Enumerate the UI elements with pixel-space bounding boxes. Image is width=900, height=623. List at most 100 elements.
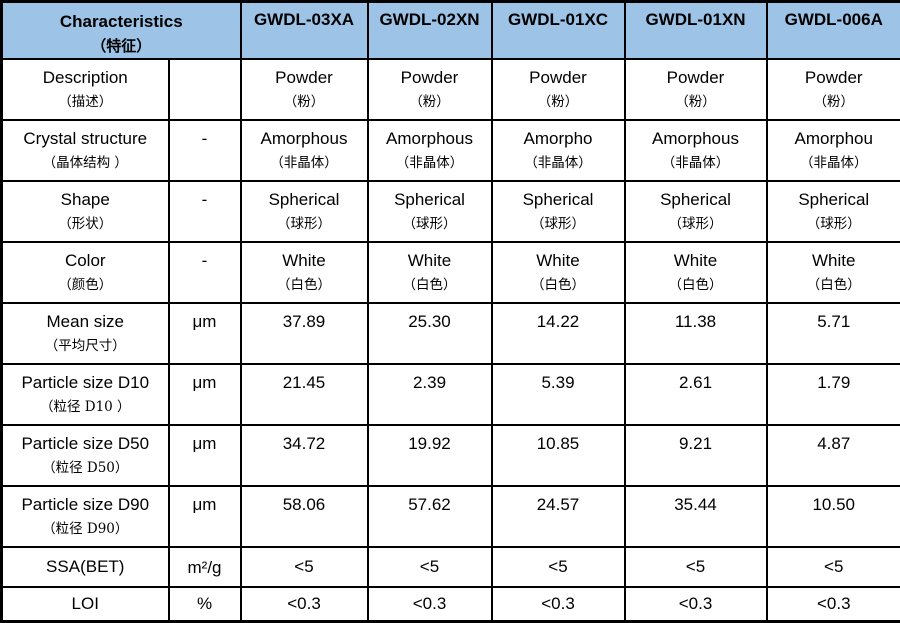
value-cell: 57.62: [368, 486, 492, 547]
row-label-cell: Particle size D10 （粒径 D10 ）: [2, 364, 169, 425]
value-cell: <0.3: [767, 587, 900, 621]
characteristics-header-cell: Characteristics （特征）: [2, 2, 241, 60]
value-cell: 9.21: [625, 425, 767, 486]
table-row-loi: LOI % <0.3 <0.3 <0.3 <0.3 <0.3: [2, 587, 900, 621]
value-cell: Amorphous （非晶体）: [368, 120, 492, 181]
value-text-cn: （球形）: [495, 213, 622, 236]
unit-cell: -: [169, 181, 241, 242]
value-cell: Amorphous （非晶体）: [241, 120, 368, 181]
product-header-gwdl-01xc: GWDL-01XC: [492, 2, 625, 60]
unit-cell: μm: [169, 425, 241, 486]
row-label: Mean size: [5, 308, 166, 335]
value-cell: <0.3: [492, 587, 625, 621]
table-row-description: Description （描述） Powder （粉） Powder （粉） P…: [2, 59, 900, 120]
value-cell: 25.30: [368, 303, 492, 364]
characteristics-label: Characteristics: [5, 10, 238, 34]
value-cell: 21.45: [241, 364, 368, 425]
value-text: Spherical: [495, 186, 622, 213]
header-row: Characteristics （特征） GWDL-03XA GWDL-02XN…: [2, 2, 900, 60]
value-cell: Spherical （球形）: [492, 181, 625, 242]
value-cell: 35.44: [625, 486, 767, 547]
value-cell: Amorphous （非晶体）: [625, 120, 767, 181]
value-text-cn: （粉）: [244, 91, 365, 114]
unit-cell: -: [169, 242, 241, 303]
characteristics-label-cn: （特征）: [5, 34, 238, 58]
value-cell: 2.39: [368, 364, 492, 425]
value-cell: Powder （粉）: [625, 59, 767, 120]
value-cell: Amorphou （非晶体）: [767, 120, 900, 181]
value-cell: <0.3: [625, 587, 767, 621]
value-cell: 58.06: [241, 486, 368, 547]
row-label-cn: （粒径 D50）: [5, 457, 166, 480]
value-text: White: [371, 247, 489, 274]
table-row-color: Color （颜色） - White （白色） White （白色） White…: [2, 242, 900, 303]
row-label-cell: Particle size D50 （粒径 D50）: [2, 425, 169, 486]
value-cell: 10.50: [767, 486, 900, 547]
value-text: Amorphous: [371, 125, 489, 152]
value-cell: 37.89: [241, 303, 368, 364]
row-label-cn: （形状）: [5, 213, 166, 236]
row-label-cell: Particle size D90 （粒径 D90）: [2, 486, 169, 547]
value-cell: White （白色）: [767, 242, 900, 303]
unit-cell: [169, 59, 241, 120]
value-text: White: [628, 247, 764, 274]
value-cell: <5: [625, 547, 767, 587]
value-cell: <5: [492, 547, 625, 587]
value-text: Amorphous: [244, 125, 365, 152]
value-cell: <5: [368, 547, 492, 587]
row-label-cell: Crystal structure （晶体结构 ）: [2, 120, 169, 181]
row-label: Shape: [5, 186, 166, 213]
value-text-cn: （白色）: [371, 274, 489, 297]
row-label: Description: [5, 64, 166, 91]
value-text-cn: （白色）: [770, 274, 899, 297]
value-cell: Powder （粉）: [767, 59, 900, 120]
product-header-gwdl-02xn: GWDL-02XN: [368, 2, 492, 60]
value-cell: 14.22: [492, 303, 625, 364]
value-cell: Amorpho （非晶体）: [492, 120, 625, 181]
value-cell: White （白色）: [368, 242, 492, 303]
value-text: White: [244, 247, 365, 274]
unit-cell: μm: [169, 303, 241, 364]
value-text: White: [495, 247, 622, 274]
value-cell: <0.3: [241, 587, 368, 621]
row-label-cell: Shape （形状）: [2, 181, 169, 242]
value-cell: White （白色）: [492, 242, 625, 303]
unit-cell: μm: [169, 364, 241, 425]
value-text: Spherical: [371, 186, 489, 213]
value-text-cn: （白色）: [244, 274, 365, 297]
unit-cell: -: [169, 120, 241, 181]
value-text-cn: （非晶体）: [628, 152, 764, 175]
value-text: Amorphou: [770, 125, 899, 152]
value-cell: Spherical （球形）: [625, 181, 767, 242]
value-cell: 4.87: [767, 425, 900, 486]
value-cell: 24.57: [492, 486, 625, 547]
value-cell: <0.3: [368, 587, 492, 621]
value-text-cn: （粉）: [371, 91, 489, 114]
row-label-cn: （颜色）: [5, 274, 166, 297]
row-label-cell: Description （描述）: [2, 59, 169, 120]
value-cell: Spherical （球形）: [368, 181, 492, 242]
row-label: Particle size D90: [5, 491, 166, 518]
product-header-gwdl-03xa: GWDL-03XA: [241, 2, 368, 60]
value-cell: Powder （粉）: [368, 59, 492, 120]
row-label-cell: Color （颜色）: [2, 242, 169, 303]
table-row-particle-size-d10: Particle size D10 （粒径 D10 ） μm 21.45 2.3…: [2, 364, 900, 425]
value-cell: 34.72: [241, 425, 368, 486]
table-row-mean-size: Mean size （平均尺寸） μm 37.89 25.30 14.22 11…: [2, 303, 900, 364]
value-cell: 10.85: [492, 425, 625, 486]
value-text: Powder: [628, 64, 764, 91]
value-cell: Spherical （球形）: [241, 181, 368, 242]
value-text: Spherical: [244, 186, 365, 213]
value-text-cn: （白色）: [495, 274, 622, 297]
value-cell: 1.79: [767, 364, 900, 425]
row-label-cn: （平均尺寸）: [5, 335, 166, 358]
value-cell: 5.71: [767, 303, 900, 364]
value-text: Powder: [770, 64, 899, 91]
value-cell: 5.39: [492, 364, 625, 425]
row-label-cn: （粒径 D10 ）: [5, 396, 166, 419]
row-label-cn: （粒径 D90）: [5, 518, 166, 541]
value-text: Powder: [495, 64, 622, 91]
unit-cell: m²/g: [169, 547, 241, 587]
value-text: Spherical: [628, 186, 764, 213]
